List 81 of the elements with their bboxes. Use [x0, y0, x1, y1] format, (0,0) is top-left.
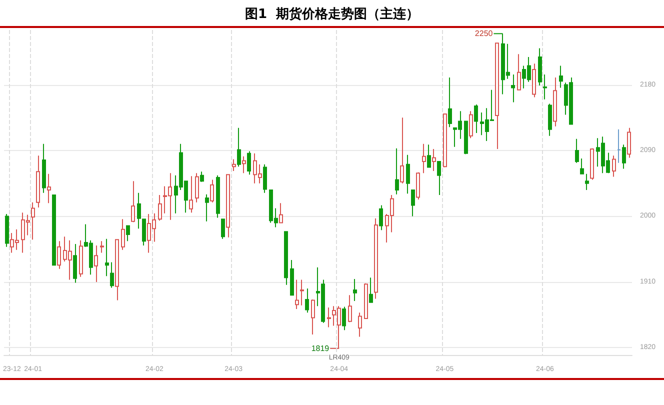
candlestick — [474, 104, 478, 134]
candlestick — [79, 240, 83, 278]
candlestick — [617, 128, 621, 164]
annotation: 2250 — [474, 29, 494, 38]
candlestick — [263, 164, 267, 194]
candlestick — [284, 231, 288, 286]
candlestick — [411, 189, 415, 217]
candlestick — [469, 110, 473, 139]
candlestick — [110, 262, 114, 288]
candlestick — [279, 202, 283, 224]
candlestick — [348, 294, 352, 323]
candlestick — [553, 76, 557, 127]
candlestick — [232, 158, 236, 172]
candlestick — [443, 113, 447, 168]
candlestick — [195, 172, 199, 203]
candlestick — [358, 312, 362, 338]
candlestick — [158, 194, 162, 222]
candlestick — [105, 238, 109, 277]
candlestick — [464, 120, 468, 155]
candlestick — [94, 244, 98, 282]
candlestick — [559, 65, 563, 88]
candlestick — [221, 218, 225, 240]
candlestick — [517, 54, 521, 90]
candlestick — [216, 174, 220, 218]
candlestick — [205, 194, 209, 222]
candlestick — [5, 214, 9, 248]
candlestick — [364, 282, 368, 319]
candlestick — [374, 218, 378, 300]
candlestick — [416, 172, 420, 200]
candlestick — [448, 76, 452, 128]
candlestick — [538, 48, 542, 86]
candlestick — [295, 279, 299, 310]
candlestick — [548, 103, 552, 136]
candlestick — [210, 179, 214, 203]
candlestick — [495, 42, 499, 150]
candlestick — [511, 74, 515, 103]
candlestick — [226, 174, 230, 238]
candlestick — [437, 160, 441, 196]
candlestick — [247, 150, 251, 176]
candlestick — [532, 63, 536, 98]
candlestick — [121, 218, 125, 250]
candlestick — [369, 277, 373, 303]
annotation: 1819 — [311, 344, 330, 353]
candlestick — [590, 148, 594, 180]
candlestick — [327, 307, 331, 328]
candlestick — [42, 143, 46, 194]
candlestick — [622, 144, 626, 170]
candlestick — [575, 138, 579, 164]
candlestick — [189, 176, 193, 214]
candlestick — [31, 202, 35, 240]
candlestick — [73, 243, 77, 284]
candlestick — [543, 74, 547, 100]
candlestick — [305, 288, 309, 314]
candlestick — [353, 278, 357, 302]
candlestick — [131, 180, 135, 223]
candlestick — [57, 240, 61, 270]
candlestick — [242, 156, 246, 174]
chart-title: 图1 期货价格走势图（主连） — [244, 6, 420, 22]
candlestick — [580, 158, 584, 174]
candlestick — [115, 239, 119, 301]
candlestick — [422, 143, 426, 174]
candlestick — [395, 148, 399, 195]
candlestick — [612, 155, 616, 178]
candlestick — [379, 204, 383, 231]
candlestick — [300, 279, 304, 306]
candlestick — [406, 154, 410, 194]
candlestick — [52, 194, 56, 266]
candlestick — [36, 155, 40, 208]
candlestick — [237, 127, 241, 168]
candlestick — [290, 260, 294, 296]
candlestick — [400, 117, 404, 184]
candlestick — [342, 306, 346, 331]
candlestick — [47, 173, 51, 204]
candlestick — [311, 298, 315, 336]
candlestick — [100, 240, 104, 254]
candlestick — [432, 148, 436, 172]
candlestick — [200, 171, 204, 182]
candlestick — [126, 225, 130, 242]
candlestick — [585, 173, 589, 190]
candlestick — [627, 127, 631, 158]
candlestick — [427, 144, 431, 168]
